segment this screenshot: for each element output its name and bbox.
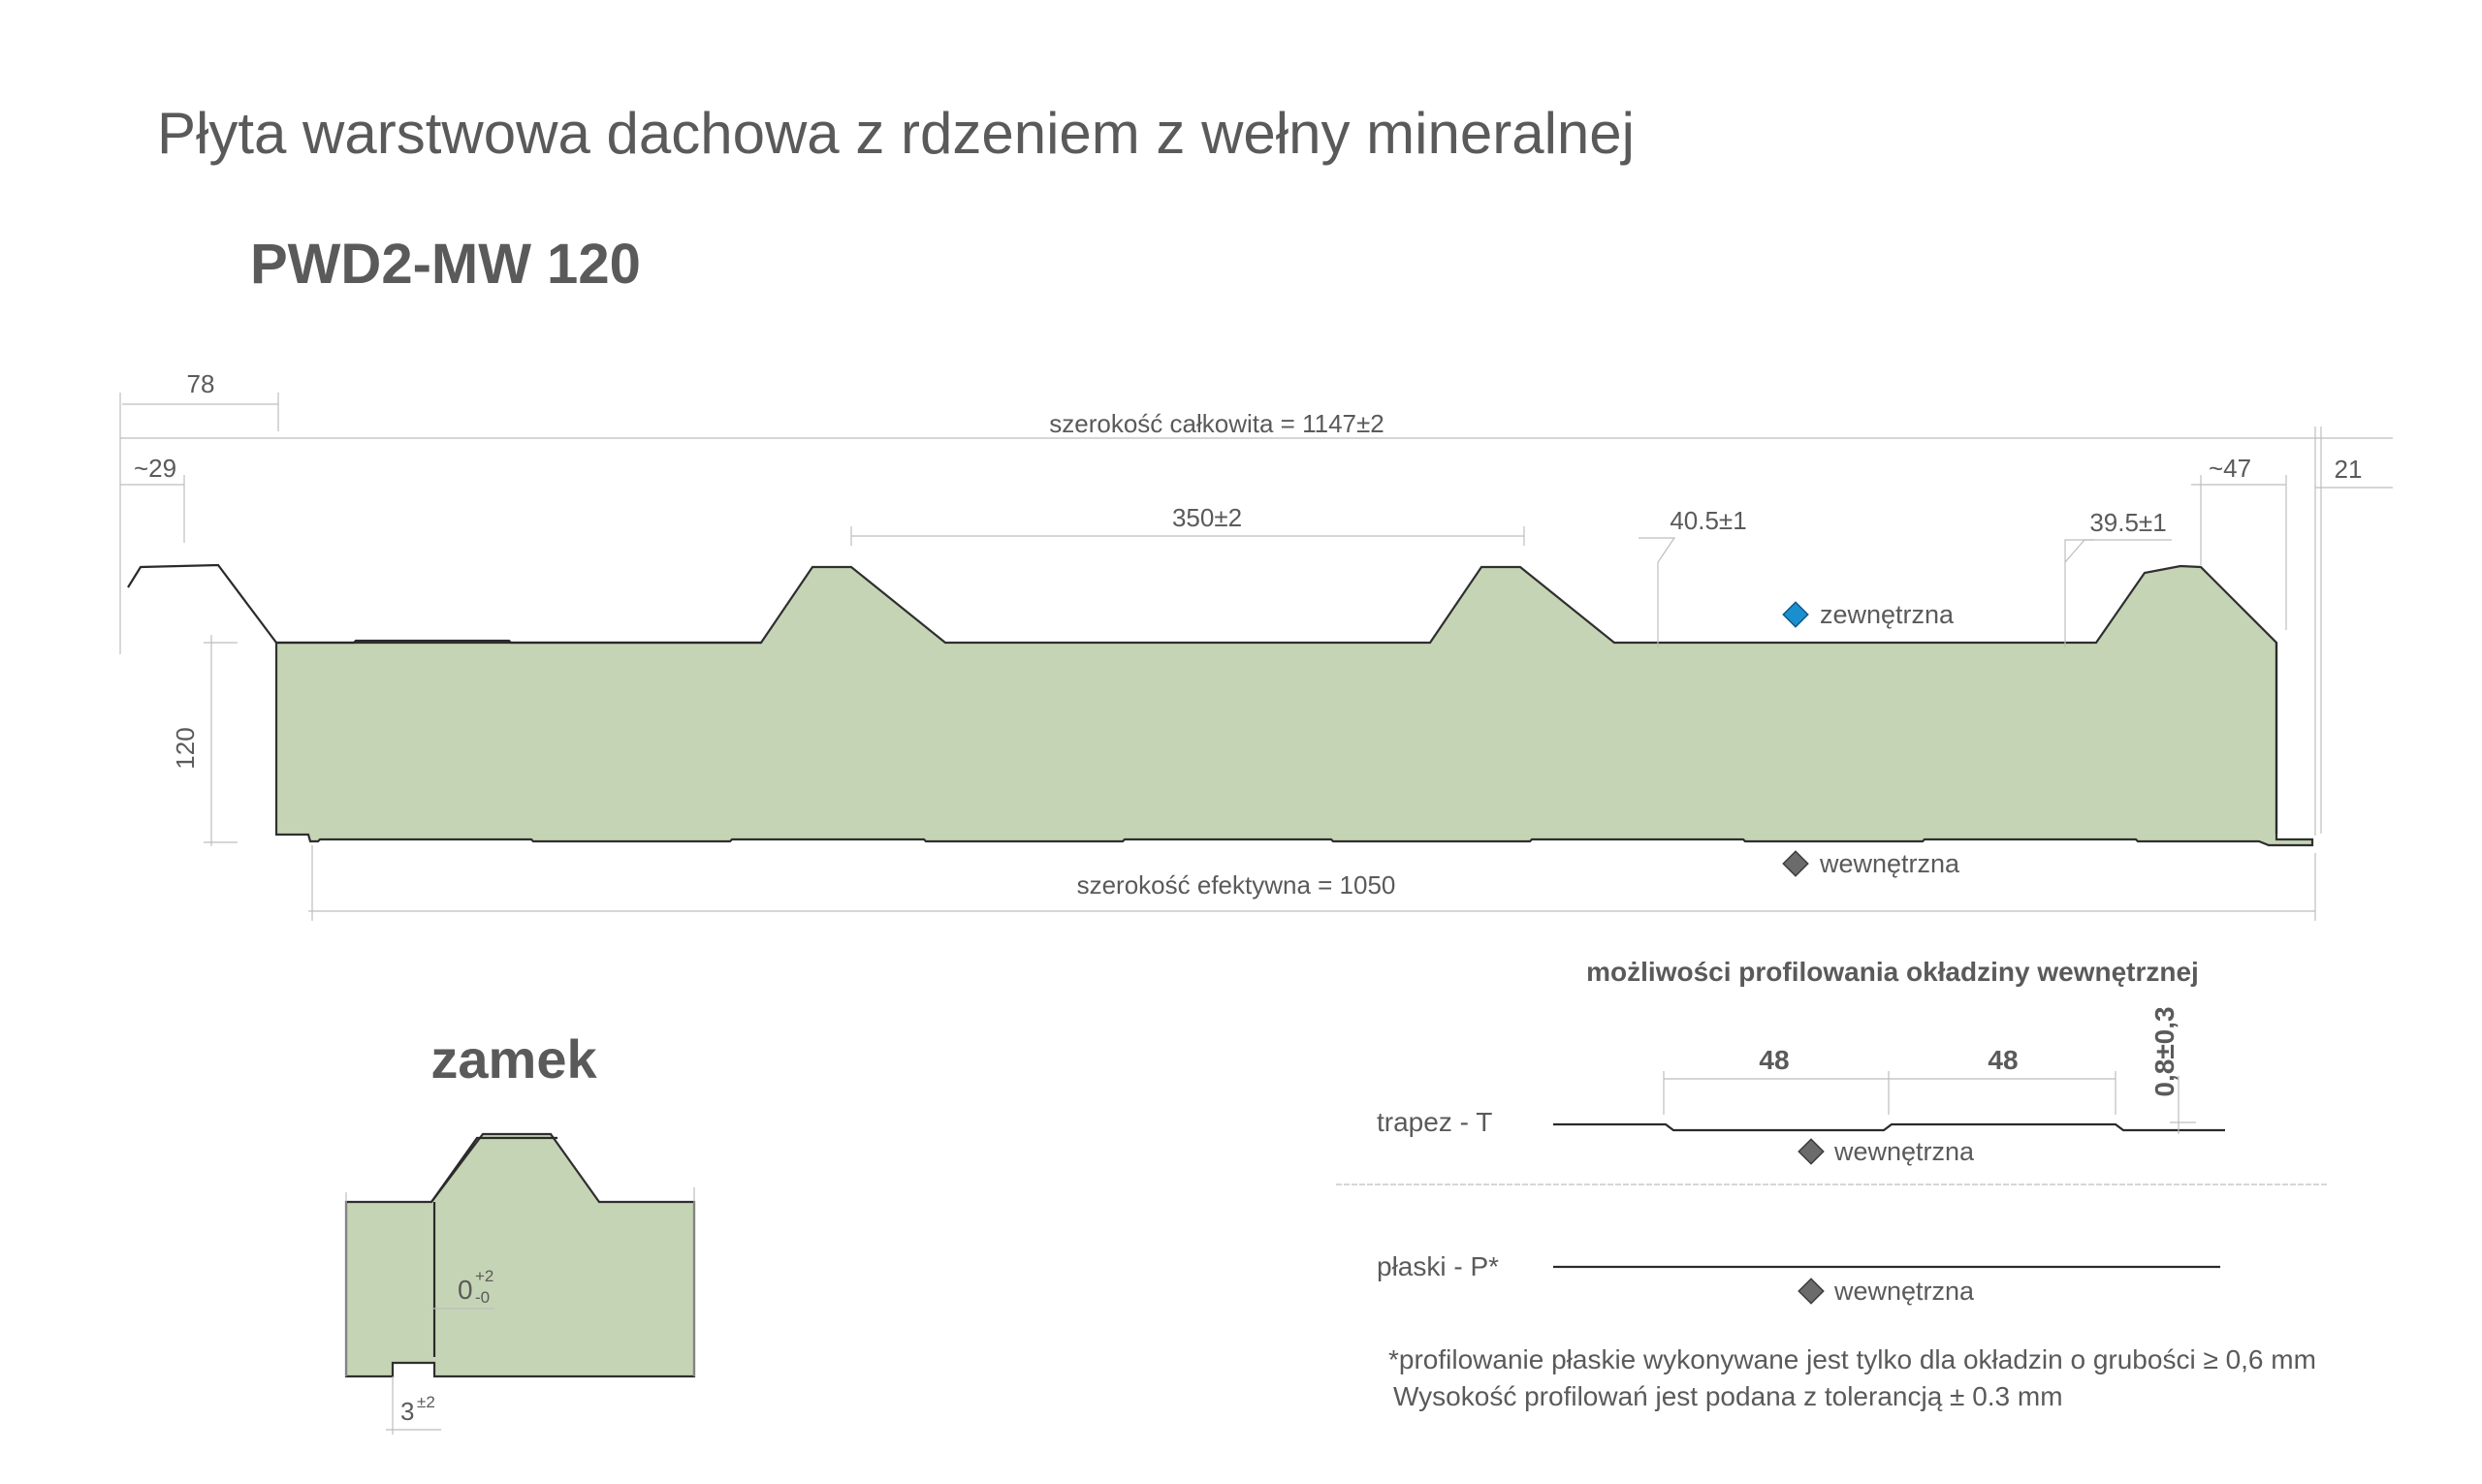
flat-face-label: wewnętrzna (1833, 1277, 1975, 1306)
panel-profile: 78 szerokość całkowita = 1147±2 ~29 350±… (119, 369, 2393, 921)
trapez-label: trapez - T (1377, 1107, 1492, 1137)
lock-gap-plus: +2 (475, 1267, 493, 1285)
dim-21-label: 21 (2335, 455, 2363, 484)
lock-gap-minus: -0 (475, 1288, 490, 1307)
lock-core (344, 1132, 696, 1378)
dim-39-5-label: 39.5±1 (2089, 508, 2166, 537)
dim-40-5-leader (1639, 537, 1676, 647)
profiling-options: możliwości profilowania okładziny wewnęt… (1336, 957, 2327, 1411)
panel-core (274, 564, 2314, 847)
dim-39-5-leader (2064, 539, 2094, 647)
trapez-profile-line (1553, 1122, 2225, 1132)
trapez-face-label: wewnętrzna (1833, 1137, 1975, 1166)
trapez-dim-1-label: 48 (1759, 1045, 1789, 1075)
dim-78-label: 78 (187, 369, 215, 398)
lock-overlap (430, 1136, 557, 1203)
dim-350-label: 350±2 (1172, 503, 1242, 532)
lock-gap-base: 0 (458, 1275, 473, 1305)
dim-120-label: 120 (171, 727, 200, 769)
total-width-label: szerokość całkowita = 1147±2 (1049, 409, 1384, 438)
flat-face-diamond-icon (1798, 1278, 1825, 1305)
dim-47-label: ~47 (2209, 454, 2251, 483)
outer-face-diamond-icon (1782, 601, 1809, 628)
profiling-note-2: Wysokość profilowań jest podana z tolera… (1393, 1381, 2063, 1411)
top-face-wave (276, 639, 761, 645)
lock-offset-sup: ±2 (417, 1393, 435, 1411)
lock-detail: zamek 0 +2 -0 3 ±2 (344, 1028, 696, 1435)
inner-face-label: wewnętrzna (1819, 849, 1960, 878)
profiling-title: możliwości profilowania okładziny wewnęt… (1586, 957, 2199, 987)
inner-face-diamond-icon (1782, 850, 1809, 877)
page-title: Płyta warstwowa dachowa z rdzeniem z weł… (157, 101, 1635, 166)
model-name: PWD2-MW 120 (250, 233, 641, 296)
trapez-face-diamond-icon (1798, 1138, 1825, 1165)
lock-offset-base: 3 (400, 1397, 414, 1426)
dim-29-label: ~29 (134, 454, 176, 483)
lock-title: zamek (430, 1028, 597, 1089)
effective-width-label: szerokość efektywna = 1050 (1077, 870, 1396, 900)
trapez-height-label: 0,8±0,3 (2149, 1006, 2180, 1096)
profiling-note-1: *profilowanie płaskie wykonywane jest ty… (1388, 1344, 2316, 1374)
trapez-dim-2-label: 48 (1988, 1045, 2018, 1075)
dim-39-5-leader-b (2064, 539, 2085, 563)
flat-label: płaski - P* (1377, 1251, 1499, 1281)
dim-40-5-label: 40.5±1 (1670, 506, 1746, 535)
left-overhang (127, 563, 277, 644)
outer-face-label: zewnętrzna (1820, 600, 1955, 629)
